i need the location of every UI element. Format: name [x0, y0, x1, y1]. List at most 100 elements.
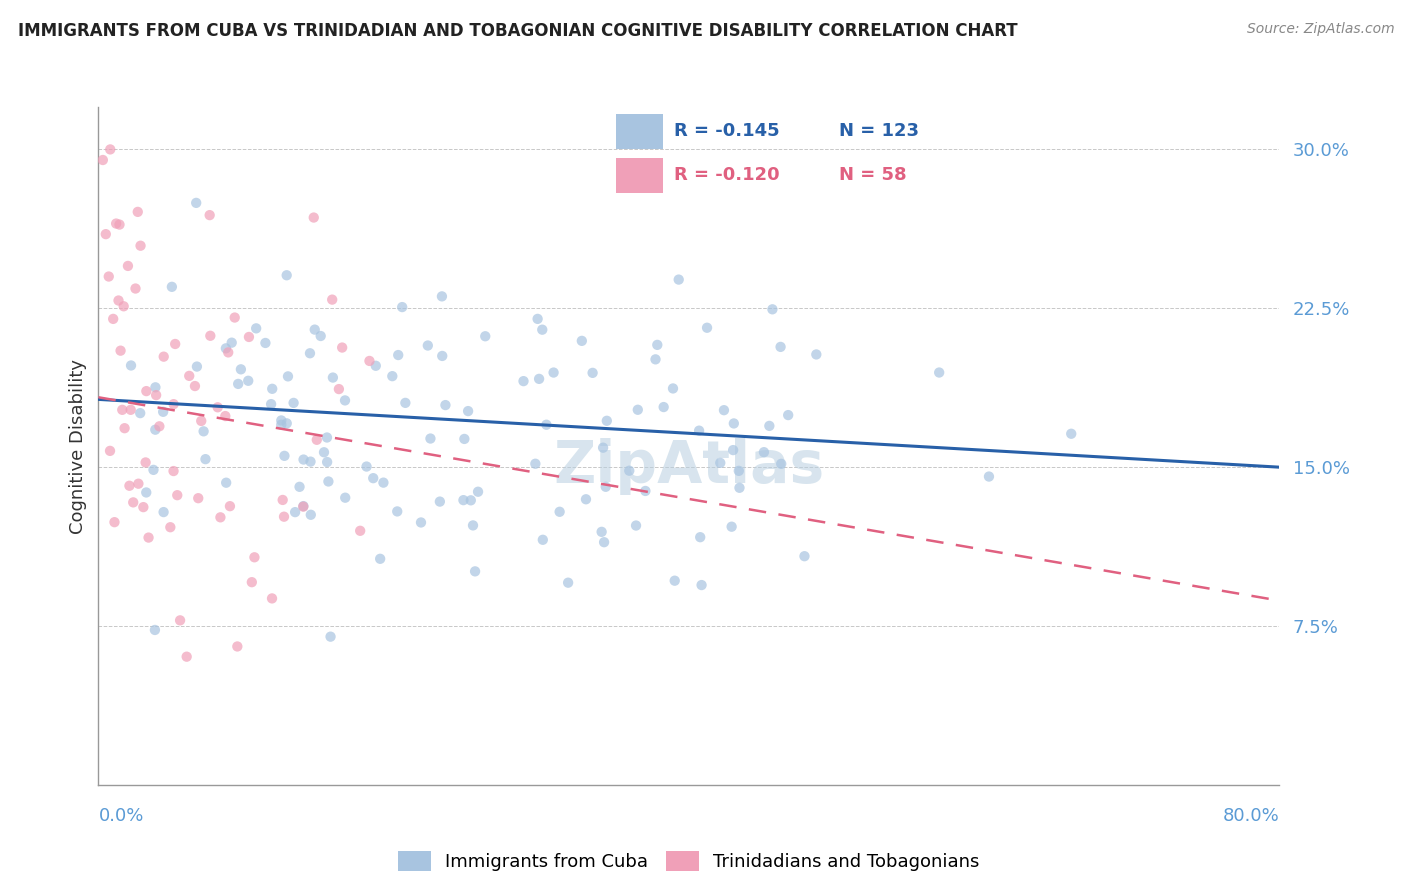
Point	[284, 505, 307, 519]
Point	[166, 488, 188, 502]
Point	[162, 397, 184, 411]
Point	[793, 549, 815, 564]
Point	[721, 443, 744, 458]
Point	[453, 493, 475, 508]
Point	[271, 492, 294, 507]
Text: R = -0.120: R = -0.120	[673, 167, 780, 185]
Point	[110, 343, 132, 358]
Point	[368, 551, 391, 566]
Text: N = 123: N = 123	[838, 122, 918, 140]
Point	[292, 500, 315, 514]
Point	[277, 369, 299, 384]
Point	[207, 401, 229, 415]
Point	[112, 299, 135, 313]
Point	[152, 405, 174, 419]
Point	[299, 508, 322, 522]
Point	[145, 388, 167, 402]
Point	[543, 366, 565, 380]
Point	[728, 481, 751, 495]
Point	[460, 493, 482, 508]
Point	[105, 217, 128, 231]
Text: Source: ZipAtlas.com: Source: ZipAtlas.com	[1247, 22, 1395, 37]
Point	[94, 227, 117, 241]
Point	[219, 499, 242, 513]
Point	[215, 342, 238, 356]
Point	[111, 402, 134, 417]
Point	[186, 195, 208, 210]
Point	[152, 350, 174, 364]
Point	[769, 340, 792, 354]
Point	[270, 413, 292, 427]
Point	[143, 623, 166, 637]
Point	[209, 510, 232, 524]
Point	[595, 480, 617, 494]
Point	[260, 397, 283, 411]
Point	[302, 211, 325, 225]
Point	[97, 269, 120, 284]
Point	[194, 452, 217, 467]
Point	[129, 406, 152, 420]
Point	[644, 352, 666, 367]
Point	[159, 520, 181, 534]
Point	[245, 321, 267, 335]
Point	[689, 530, 711, 544]
Point	[467, 484, 489, 499]
Point	[668, 272, 690, 286]
Point	[292, 452, 315, 467]
Point	[770, 457, 793, 471]
Point	[309, 329, 332, 343]
Point	[330, 341, 353, 355]
Point	[391, 300, 413, 314]
Point	[162, 464, 184, 478]
Text: R = -0.145: R = -0.145	[673, 122, 780, 140]
Point	[333, 393, 356, 408]
Point	[619, 464, 641, 478]
Text: 80.0%: 80.0%	[1223, 807, 1279, 825]
Point	[464, 565, 486, 579]
Point	[193, 425, 215, 439]
Point	[138, 531, 160, 545]
Point	[457, 404, 479, 418]
Point	[229, 362, 252, 376]
Point	[142, 463, 165, 477]
Point	[453, 432, 475, 446]
Point	[591, 524, 613, 539]
Point	[356, 459, 378, 474]
Point	[409, 516, 432, 530]
Point	[262, 382, 284, 396]
Point	[148, 419, 170, 434]
Point	[276, 417, 298, 431]
Point	[226, 376, 249, 391]
Point	[292, 499, 315, 513]
Point	[548, 505, 571, 519]
Point	[103, 312, 125, 326]
Point	[557, 575, 579, 590]
Point	[165, 337, 187, 351]
Bar	[616, 113, 664, 149]
Point	[709, 456, 731, 470]
Point	[135, 485, 157, 500]
Point	[243, 550, 266, 565]
Point	[214, 409, 236, 423]
Point	[752, 445, 775, 459]
Point	[217, 345, 239, 359]
Point	[186, 359, 208, 374]
Point	[273, 449, 295, 463]
Point	[512, 374, 534, 388]
Point	[723, 417, 745, 431]
Point	[571, 334, 593, 348]
Point	[132, 500, 155, 515]
Point	[593, 535, 616, 549]
Bar	[616, 158, 664, 194]
Point	[91, 153, 114, 167]
Point	[179, 368, 201, 383]
Point	[581, 366, 603, 380]
Point	[778, 408, 800, 422]
Point	[361, 471, 384, 485]
Point	[145, 380, 167, 394]
Point	[690, 578, 713, 592]
Point	[198, 208, 221, 222]
Point	[526, 311, 548, 326]
Point	[977, 469, 1000, 483]
Text: 0.0%: 0.0%	[98, 807, 143, 825]
